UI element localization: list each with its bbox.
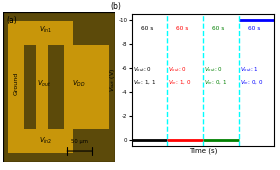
Text: 50 μm: 50 μm [71, 139, 88, 144]
Text: $V_{out}$: $V_{out}$ [37, 79, 51, 89]
Text: $V_{out}$: 0: $V_{out}$: 0 [204, 65, 223, 73]
Text: $V_{out}$: 0: $V_{out}$: 0 [169, 65, 187, 73]
Text: $V_{in1}$: $V_{in1}$ [39, 25, 52, 35]
Y-axis label: $V_{out}$ (V): $V_{out}$ (V) [108, 68, 117, 92]
Bar [8, 21, 73, 45]
Text: 60 s: 60 s [141, 26, 153, 31]
Text: 60 s: 60 s [248, 26, 261, 31]
Text: $V_{in}$: 0, 1: $V_{in}$: 0, 1 [204, 78, 227, 87]
Bar [36, 45, 48, 129]
Text: Ground: Ground [14, 72, 19, 95]
Text: $V_{DD}$: $V_{DD}$ [72, 79, 86, 89]
Bar [8, 129, 73, 152]
Text: (a): (a) [6, 16, 17, 25]
Text: 60 s: 60 s [212, 26, 224, 31]
Bar [64, 45, 109, 129]
Bar [8, 45, 24, 129]
X-axis label: Time (s): Time (s) [189, 148, 217, 154]
Text: $V_{in}$: 0, 0: $V_{in}$: 0, 0 [240, 78, 263, 87]
Text: (b): (b) [110, 2, 121, 11]
Text: $V_{out}$: 0: $V_{out}$: 0 [133, 65, 152, 73]
Text: 60 s: 60 s [176, 26, 189, 31]
Text: $V_{in2}$: $V_{in2}$ [39, 135, 52, 146]
Text: $V_{out}$: 1: $V_{out}$: 1 [240, 65, 259, 73]
Text: $V_{in}$: 1, 1: $V_{in}$: 1, 1 [133, 78, 156, 87]
Text: $V_{in}$: 1, 0: $V_{in}$: 1, 0 [169, 78, 192, 87]
